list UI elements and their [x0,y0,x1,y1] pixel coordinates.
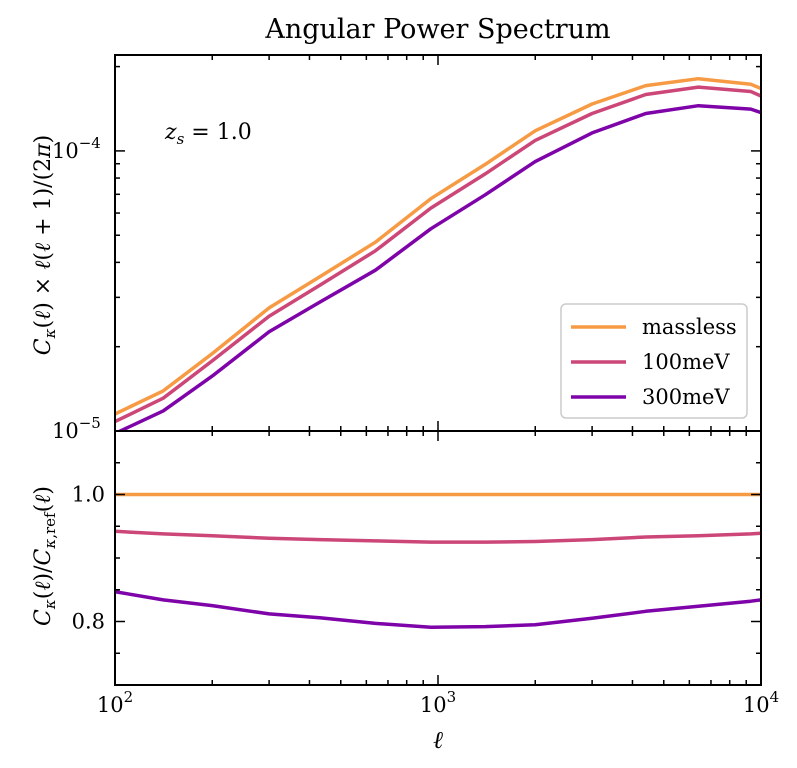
top-panel-series [115,76,761,431]
top-line-300meV [116,103,761,431]
legend-label-100meV: 100meV [642,350,730,374]
svg-text:Cκ(ℓ) × ℓ(ℓ + 1)/(2π): Cκ(ℓ) × ℓ(ℓ + 1)/(2π) [31,135,59,355]
x-tick-label: 104 [743,688,779,717]
top-line-massless [115,76,761,416]
svg-text:zs = 1.0: zs = 1.0 [164,120,252,148]
svg-text:Cκ(ℓ)/Cκ,ref(ℓ): Cκ(ℓ)/Cκ,ref(ℓ) [31,486,59,626]
x-axis-label: ℓ [433,726,443,754]
bottom-y-axis-label: Cκ(ℓ)/Cκ,ref(ℓ) [31,486,59,626]
legend: massless 100meV 300meV [560,303,748,419]
x-tick-label: 103 [420,688,456,717]
legend-label-300meV: 300meV [642,385,730,409]
top-y-tick-label: 10−4 [52,134,101,163]
top-line-100meV [115,85,761,424]
top-y-axis-label: Cκ(ℓ) × ℓ(ℓ + 1)/(2π) [31,135,59,355]
chart-title: Angular Power Spectrum [264,14,610,45]
top-y-tick-label: 10−5 [52,414,101,443]
legend-box [560,303,748,419]
redshift-annotation: zs = 1.0 [164,120,252,148]
bottom-panel-series [115,492,761,629]
x-tick-label: 102 [97,688,133,717]
bottom-y-tick-label: 0.8 [72,610,105,634]
bottom-line-100meV [115,529,761,544]
bottom-y-tick-label: 1.0 [72,483,105,507]
axis-tick-labels: 102 103 104 10−5 10−4 0.8 1.0 [52,134,779,717]
bottom-line-300meV [115,589,761,629]
bottom-panel-frame [114,430,762,686]
legend-label-massless: massless [642,315,737,339]
